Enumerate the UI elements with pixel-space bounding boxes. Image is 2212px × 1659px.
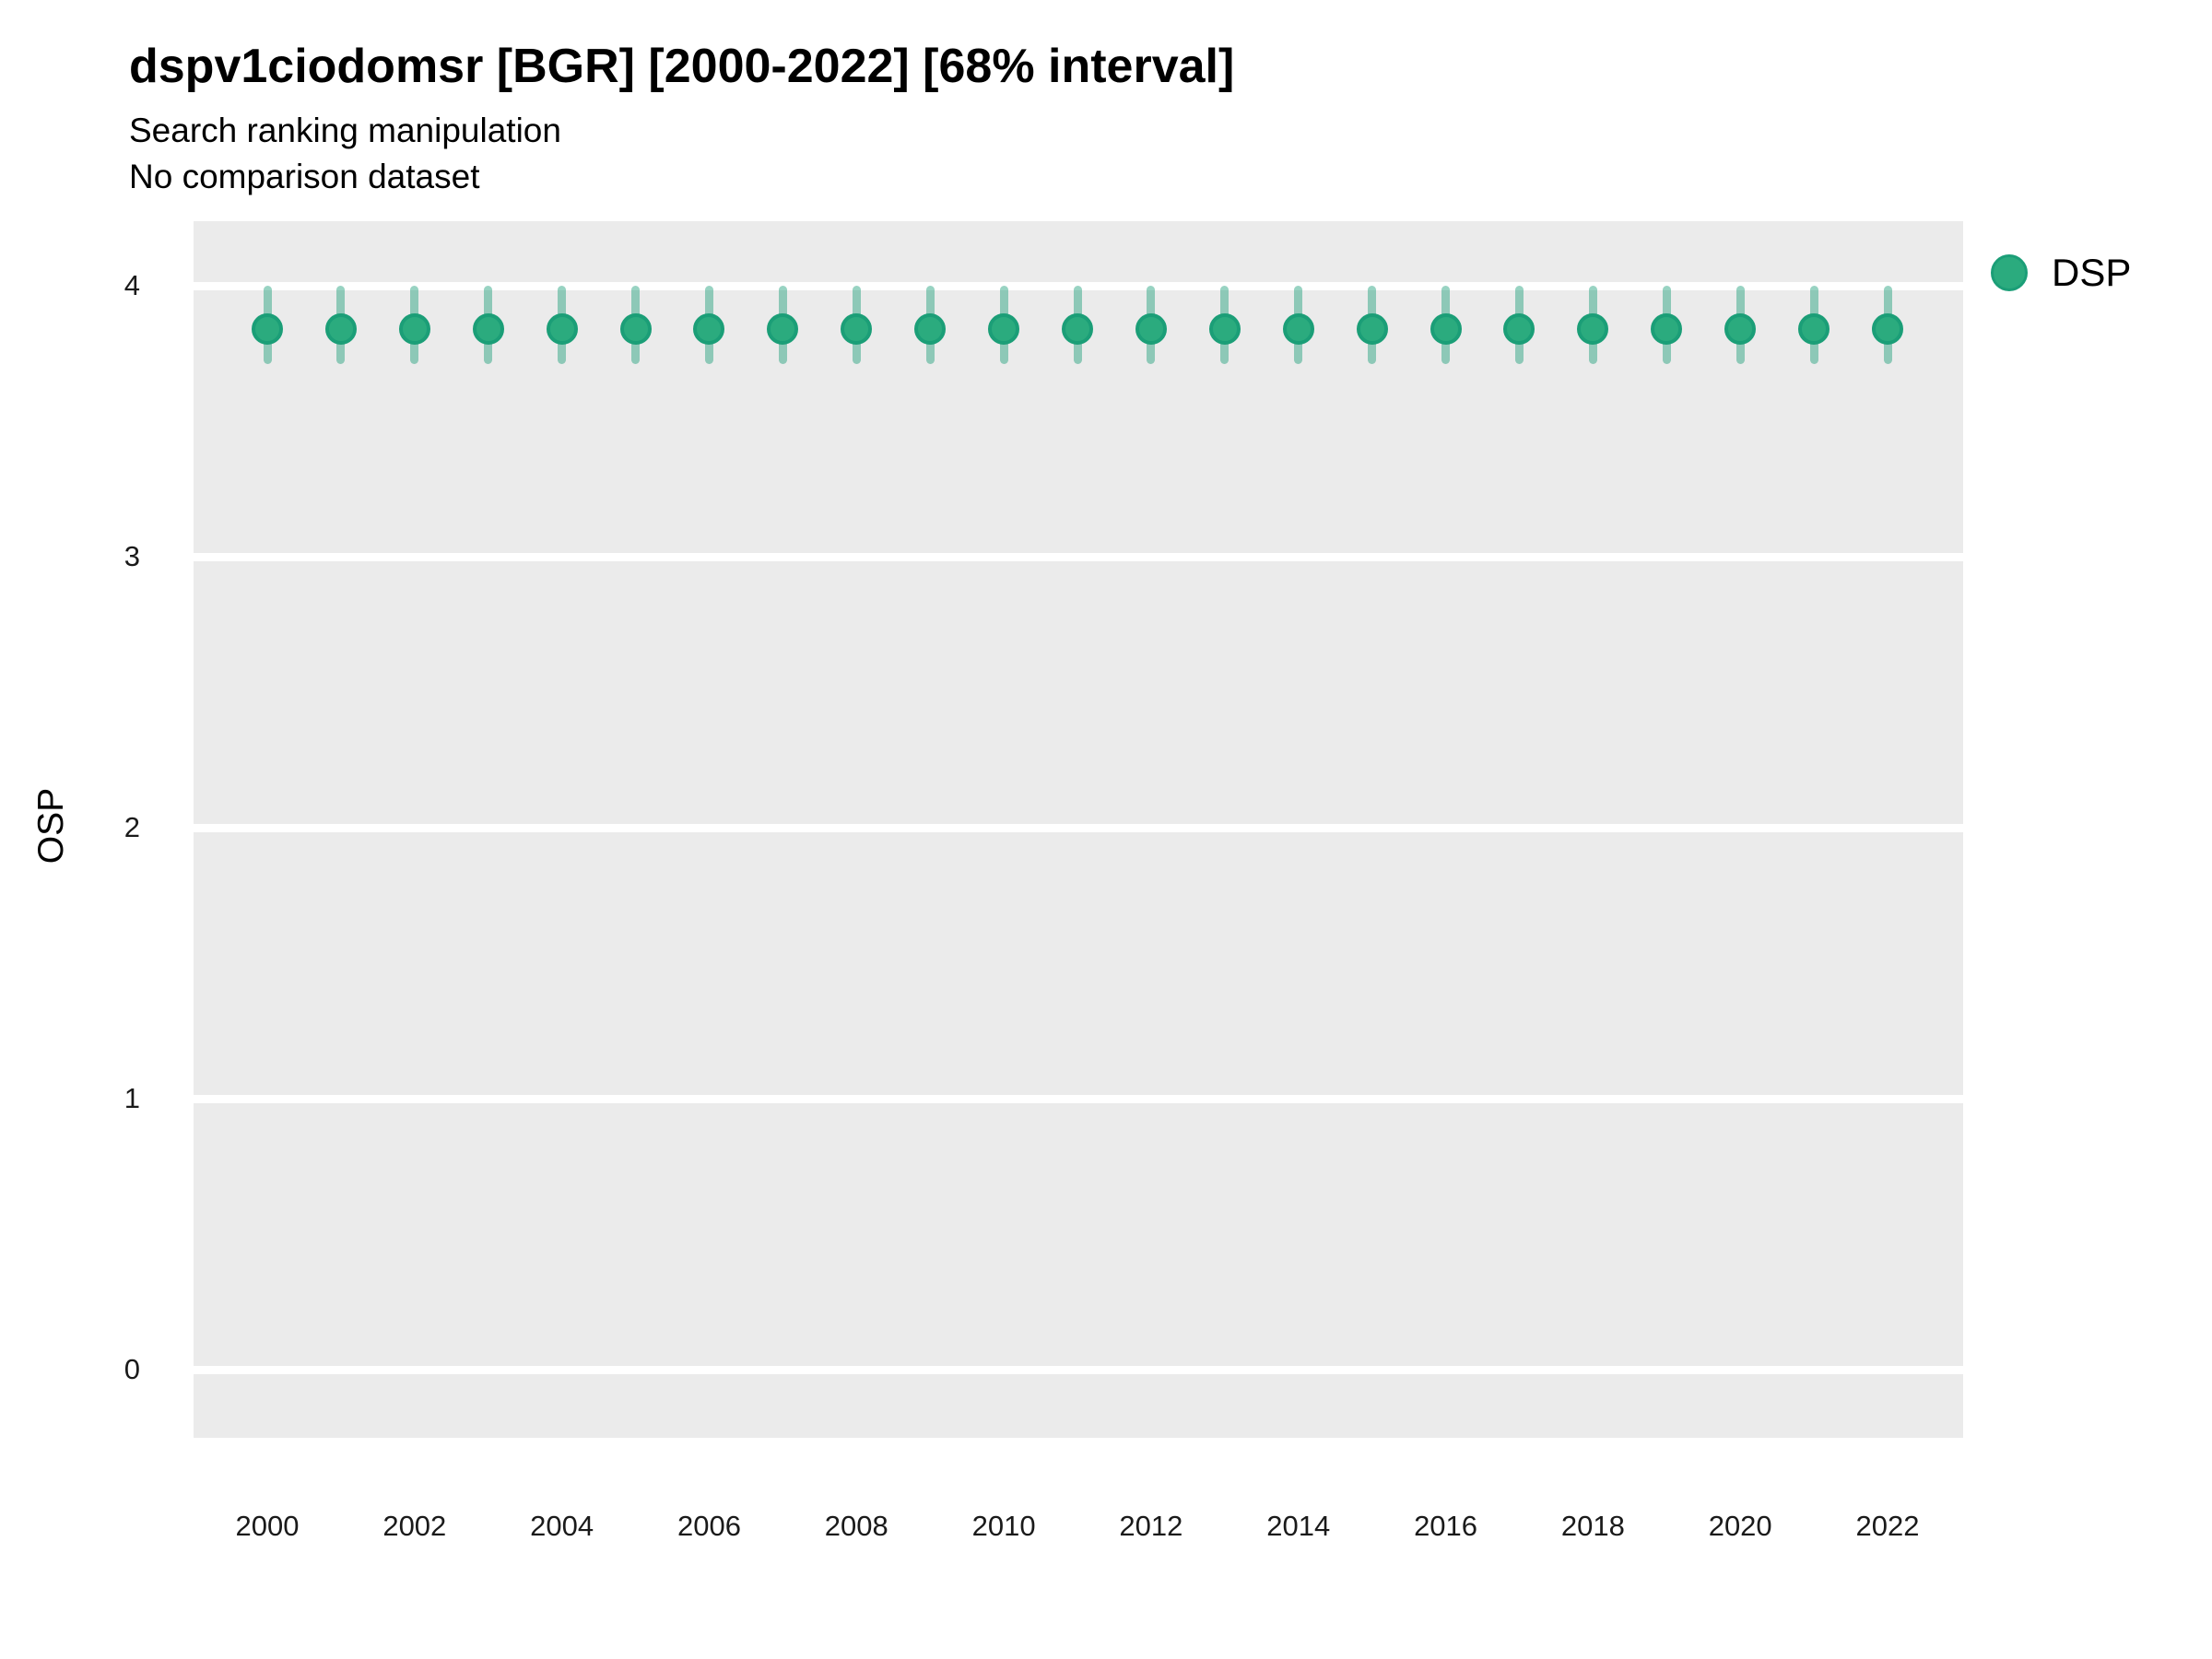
x-tick-label: 2008: [824, 1510, 888, 1542]
data-point-2021: [1798, 313, 1830, 346]
x-tick-label: 2014: [1266, 1510, 1331, 1542]
y-tick-label: 2: [124, 811, 140, 843]
x-tick-label: 2022: [1855, 1510, 1920, 1542]
legend-swatch-dot: [1991, 254, 2028, 291]
data-point-2004: [546, 313, 578, 346]
x-tick-label: 2010: [971, 1510, 1036, 1542]
data-point-2009: [914, 313, 947, 346]
data-point-2013: [1208, 313, 1241, 346]
data-point-2001: [324, 313, 357, 346]
plot-panel: [194, 221, 1963, 1438]
gridline-y-3: [194, 552, 1963, 561]
x-tick-label: 2004: [530, 1510, 594, 1542]
data-point-2016: [1430, 313, 1462, 346]
data-point-2022: [1872, 313, 1904, 346]
legend-label: DSP: [2052, 251, 2132, 294]
data-point-2019: [1651, 313, 1683, 346]
x-tick-label: 2012: [1119, 1510, 1183, 1542]
gridline-y-4: [194, 281, 1963, 290]
x-tick-label: 2018: [1560, 1510, 1625, 1542]
x-tick-label: 2020: [1708, 1510, 1772, 1542]
data-point-2011: [1062, 313, 1093, 346]
data-point-2003: [472, 313, 504, 346]
data-point-2005: [619, 313, 652, 346]
data-point-2010: [988, 313, 1020, 346]
gridline-y-1: [194, 1094, 1963, 1103]
data-point-2020: [1724, 313, 1757, 346]
data-point-2000: [252, 313, 283, 346]
data-point-2006: [693, 313, 725, 346]
x-tick-label: 2000: [235, 1510, 300, 1542]
data-point-2008: [841, 313, 873, 346]
chart-subtitle-2: No comparison dataset: [129, 158, 480, 195]
x-tick-label: 2016: [1414, 1510, 1478, 1542]
x-tick-label: 2002: [382, 1510, 447, 1542]
data-point-2007: [767, 313, 799, 346]
data-point-2014: [1282, 313, 1314, 346]
data-point-2015: [1356, 313, 1388, 346]
y-tick-label: 3: [124, 540, 140, 572]
data-point-2002: [398, 313, 430, 346]
chart-subtitle: Search ranking manipulation: [129, 112, 561, 149]
x-tick-label: 2006: [677, 1510, 741, 1542]
data-point-2017: [1503, 313, 1535, 346]
gridline-y-0: [194, 1365, 1963, 1374]
data-point-2018: [1577, 313, 1609, 346]
data-point-2012: [1135, 313, 1167, 346]
legend: DSP: [1991, 251, 2131, 295]
y-tick-label: 1: [124, 1082, 140, 1114]
gridline-y-2: [194, 823, 1963, 832]
y-tick-label: 4: [124, 269, 140, 301]
y-tick-label: 0: [124, 1353, 140, 1385]
chart-title: dspv1ciodomsr [BGR] [2000-2022] [68% int…: [129, 40, 1235, 93]
